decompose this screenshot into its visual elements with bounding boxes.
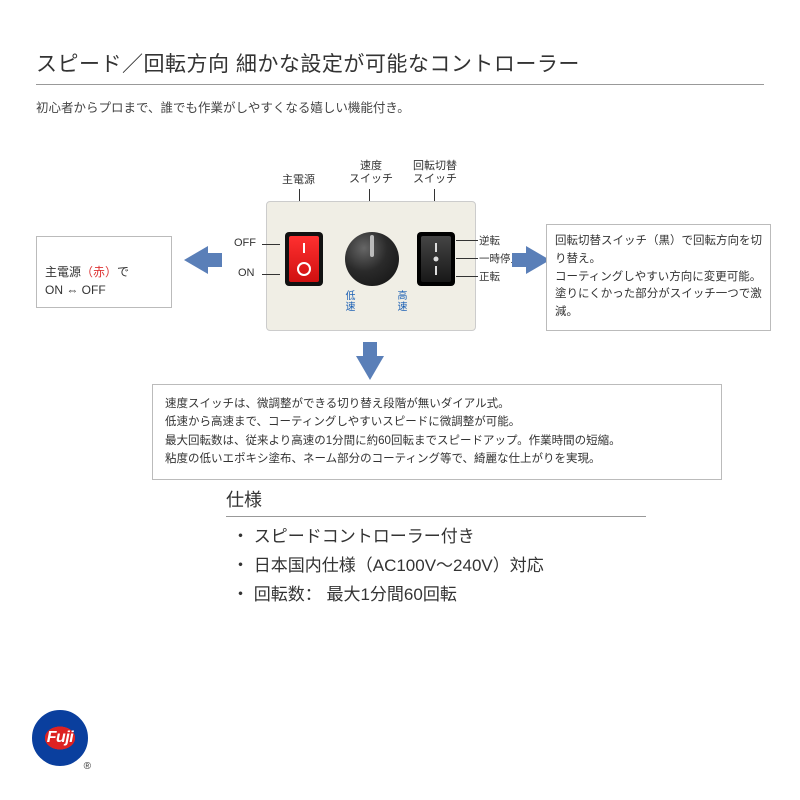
spec-list: スピードコントローラー付き 日本国内仕様（AC100V〜240V）対応 回転数：…: [226, 523, 764, 610]
speed-dial: [345, 232, 399, 286]
control-panel: 低速 高速: [266, 201, 476, 331]
main-power-switch: [285, 232, 323, 286]
callout-speed: 速度スイッチは、微調整ができる切り替え段階が無いダイアル式。 低速から高速まで、…: [152, 384, 722, 480]
tick-on: [262, 274, 280, 275]
registered-mark: ®: [84, 761, 91, 772]
fuji-logo: Fuji ®: [32, 710, 88, 766]
spec-item: 回転数： 最大1分間60回転: [232, 581, 764, 610]
label-forward: 正転: [479, 269, 500, 284]
controller-diagram: 主電源 速度 スイッチ 回転切替 スイッチ 低速 高速 OFF ON 逆転 一時…: [36, 146, 764, 466]
label-rotation-switch: 回転切替 スイッチ: [413, 160, 457, 186]
tick-rev: [456, 240, 478, 241]
page-title: スピード／回転方向 細かな設定が可能なコントローラー: [36, 48, 764, 85]
arrow-left-icon: [184, 246, 208, 274]
tick-fwd: [456, 276, 478, 277]
label-main-power: 主電源: [282, 174, 315, 187]
callout-left-red: （赤）: [81, 265, 117, 279]
dial-high-label: 高速: [393, 290, 408, 312]
label-reverse: 逆転: [479, 233, 500, 248]
arrow-down-icon: [356, 356, 384, 380]
spec-section: 仕様 スピードコントローラー付き 日本国内仕様（AC100V〜240V）対応 回…: [226, 486, 764, 610]
callout-rotation: 回転切替スイッチ（黒）で回転方向を切り替え。 コーティングしやすい方向に変更可能…: [546, 224, 771, 331]
rotation-switch: [417, 232, 455, 286]
spec-item: 日本国内仕様（AC100V〜240V）対応: [232, 552, 764, 581]
dial-low-label: 低速: [341, 290, 356, 312]
tick-pause: [456, 258, 478, 259]
label-speed-switch: 速度 スイッチ: [349, 160, 393, 186]
spec-item: スピードコントローラー付き: [232, 523, 764, 552]
label-off: OFF: [234, 237, 256, 249]
callout-left-pre: 主電源: [45, 265, 81, 279]
callout-main-power: 主電源（赤）で ON ⇔ OFF: [36, 236, 172, 308]
subtitle: 初心者からプロまで、誰でも作業がしやすくなる嬉しい機能付き。: [36, 97, 764, 116]
tick-off: [262, 244, 280, 245]
logo-text: Fuji: [32, 710, 88, 766]
spec-heading: 仕様: [226, 486, 646, 517]
label-on: ON: [238, 267, 255, 279]
